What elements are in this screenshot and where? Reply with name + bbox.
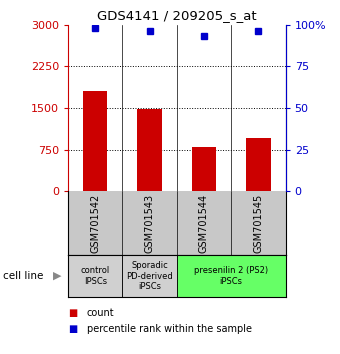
Bar [137,109,162,191]
Text: ■: ■ [68,308,77,318]
Text: ■: ■ [68,324,77,334]
Text: GSM701544: GSM701544 [199,193,209,253]
Bar [122,255,177,297]
Bar [177,255,286,297]
Bar [192,147,216,191]
Text: Sporadic
PD-derived
iPSCs: Sporadic PD-derived iPSCs [126,261,173,291]
Text: presenilin 2 (PS2)
iPSCs: presenilin 2 (PS2) iPSCs [194,267,268,286]
Text: GSM701542: GSM701542 [90,193,100,253]
Bar [68,255,122,297]
Bar [246,138,271,191]
Text: count: count [87,308,114,318]
Text: ▶: ▶ [53,271,61,281]
Text: percentile rank within the sample: percentile rank within the sample [87,324,252,334]
Bar [83,91,107,191]
Text: GSM701545: GSM701545 [253,193,264,253]
Text: control
IPSCs: control IPSCs [81,267,110,286]
Text: GSM701543: GSM701543 [144,193,155,253]
Text: cell line: cell line [3,271,44,281]
Title: GDS4141 / 209205_s_at: GDS4141 / 209205_s_at [97,9,257,22]
